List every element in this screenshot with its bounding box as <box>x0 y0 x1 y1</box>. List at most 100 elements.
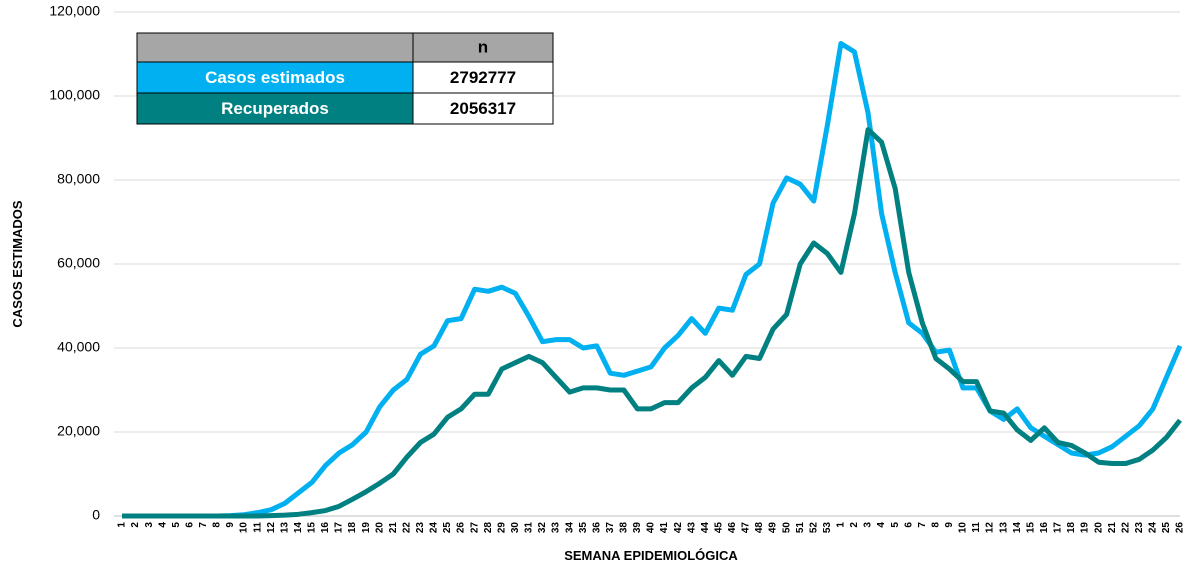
x-tick-label: 7 <box>198 522 209 528</box>
x-tick-label: 29 <box>496 522 507 534</box>
x-tick-label: 22 <box>1120 522 1131 534</box>
x-tick-label: 26 <box>456 522 467 534</box>
x-tick-label: 7 <box>917 522 928 528</box>
x-tick-label: 21 <box>1107 522 1118 534</box>
x-tick-label: 41 <box>659 522 670 534</box>
x-tick-label: 13 <box>998 522 1009 534</box>
x-tick-label: 11 <box>971 522 982 533</box>
x-tick-label: 5 <box>890 522 901 528</box>
x-tick-label: 8 <box>930 522 941 528</box>
y-tick-label: 100,000 <box>49 87 100 103</box>
y-tick-label: 80,000 <box>57 171 100 187</box>
x-tick-label: 27 <box>469 522 480 534</box>
x-tick-label: 35 <box>578 522 589 534</box>
x-tick-label: 44 <box>700 522 711 534</box>
x-tick-label: 52 <box>808 522 819 534</box>
x-tick-label: 37 <box>605 522 616 534</box>
x-tick-label: 5 <box>171 522 182 528</box>
x-tick-label: 4 <box>157 522 168 528</box>
x-tick-label: 6 <box>903 522 914 528</box>
x-tick-label: 25 <box>442 522 453 534</box>
x-tick-label: 50 <box>781 522 792 534</box>
x-tick-label: 6 <box>184 522 195 528</box>
x-tick-label: 16 <box>1039 522 1050 534</box>
y-axis-title: CASOS ESTIMADOS <box>10 200 25 327</box>
x-tick-label: 13 <box>279 522 290 534</box>
x-tick-label: 24 <box>1148 522 1159 534</box>
x-tick-label: 12 <box>266 522 277 534</box>
x-tick-label: 14 <box>293 522 304 534</box>
x-tick-label: 28 <box>483 522 494 534</box>
x-tick-label: 3 <box>863 522 874 528</box>
x-tick-label: 9 <box>944 522 955 528</box>
legend-swatch <box>136 92 414 125</box>
y-tick-label: 120,000 <box>49 3 100 19</box>
x-tick-label: 47 <box>741 522 752 534</box>
x-tick-label: 49 <box>768 522 779 534</box>
x-tick-label: 12 <box>985 522 996 534</box>
x-tick-label: 42 <box>673 522 684 534</box>
table-header-cell <box>136 32 414 63</box>
x-tick-label: 15 <box>1025 522 1036 534</box>
legend-label: Casos estimados <box>205 68 345 87</box>
x-tick-label: 40 <box>646 522 657 534</box>
x-tick-label: 16 <box>320 522 331 534</box>
y-tick-label: 60,000 <box>57 255 100 271</box>
table-header: n <box>478 37 488 56</box>
x-tick-label: 1 <box>836 522 847 528</box>
x-tick-label: 1 <box>117 522 128 528</box>
x-tick-label: 43 <box>686 522 697 534</box>
y-tick-label: 20,000 <box>57 423 100 439</box>
series-line <box>122 127 1182 519</box>
x-tick-label: 3 <box>144 522 155 528</box>
x-tick-label: 26 <box>1175 522 1185 534</box>
x-tick-label: 18 <box>1066 522 1077 534</box>
x-tick-label: 53 <box>822 522 833 534</box>
x-tick-label: 10 <box>958 522 969 534</box>
table-value: 2056317 <box>450 99 516 118</box>
x-tick-label: 15 <box>307 522 318 534</box>
x-tick-label: 21 <box>388 522 399 534</box>
x-tick-label: 51 <box>795 522 806 534</box>
x-tick-label: 10 <box>239 522 250 534</box>
x-tick-label: 8 <box>212 522 223 528</box>
x-tick-label: 4 <box>876 522 887 528</box>
x-tick-label: 34 <box>564 522 575 534</box>
table-cell <box>412 92 554 125</box>
x-tick-label: 38 <box>619 522 630 534</box>
legend-label: Recuperados <box>221 99 329 118</box>
x-tick-label: 31 <box>524 522 535 534</box>
x-tick-label: 25 <box>1161 522 1172 534</box>
x-tick-label: 33 <box>551 522 562 534</box>
x-tick-label: 30 <box>510 522 521 534</box>
x-tick-label: 2 <box>849 522 860 528</box>
x-tick-label: 17 <box>1053 522 1064 534</box>
x-tick-label: 19 <box>1080 522 1091 534</box>
x-tick-label: 2 <box>130 522 141 528</box>
x-tick-label: 32 <box>537 522 548 534</box>
x-tick-label: 22 <box>401 522 412 534</box>
x-axis-title: SEMANA EPIDEMIOLÓGICA <box>564 548 738 563</box>
table-header-cell <box>412 32 554 63</box>
x-tick-label: 18 <box>347 522 358 534</box>
y-tick-label: 40,000 <box>57 339 100 355</box>
x-tick-label: 20 <box>1093 522 1104 534</box>
x-tick-label: 23 <box>1134 522 1145 534</box>
x-tick-label: 24 <box>429 522 440 534</box>
x-tick-label: 48 <box>754 522 765 534</box>
x-tick-label: 20 <box>374 522 385 534</box>
x-tick-label: 46 <box>727 522 738 534</box>
x-tick-label: 11 <box>252 522 263 533</box>
x-tick-label: 9 <box>225 522 236 528</box>
y-tick-label: 0 <box>92 507 100 523</box>
x-tick-label: 36 <box>591 522 602 534</box>
x-tick-label: 19 <box>361 522 372 534</box>
table-value: 2792777 <box>450 68 516 87</box>
x-tick-label: 45 <box>713 522 724 534</box>
series-line <box>122 41 1183 519</box>
x-tick-label: 23 <box>415 522 426 534</box>
x-tick-label: 39 <box>632 522 643 534</box>
x-tick-label: 17 <box>334 522 345 534</box>
x-tick-label: 14 <box>1012 522 1023 534</box>
